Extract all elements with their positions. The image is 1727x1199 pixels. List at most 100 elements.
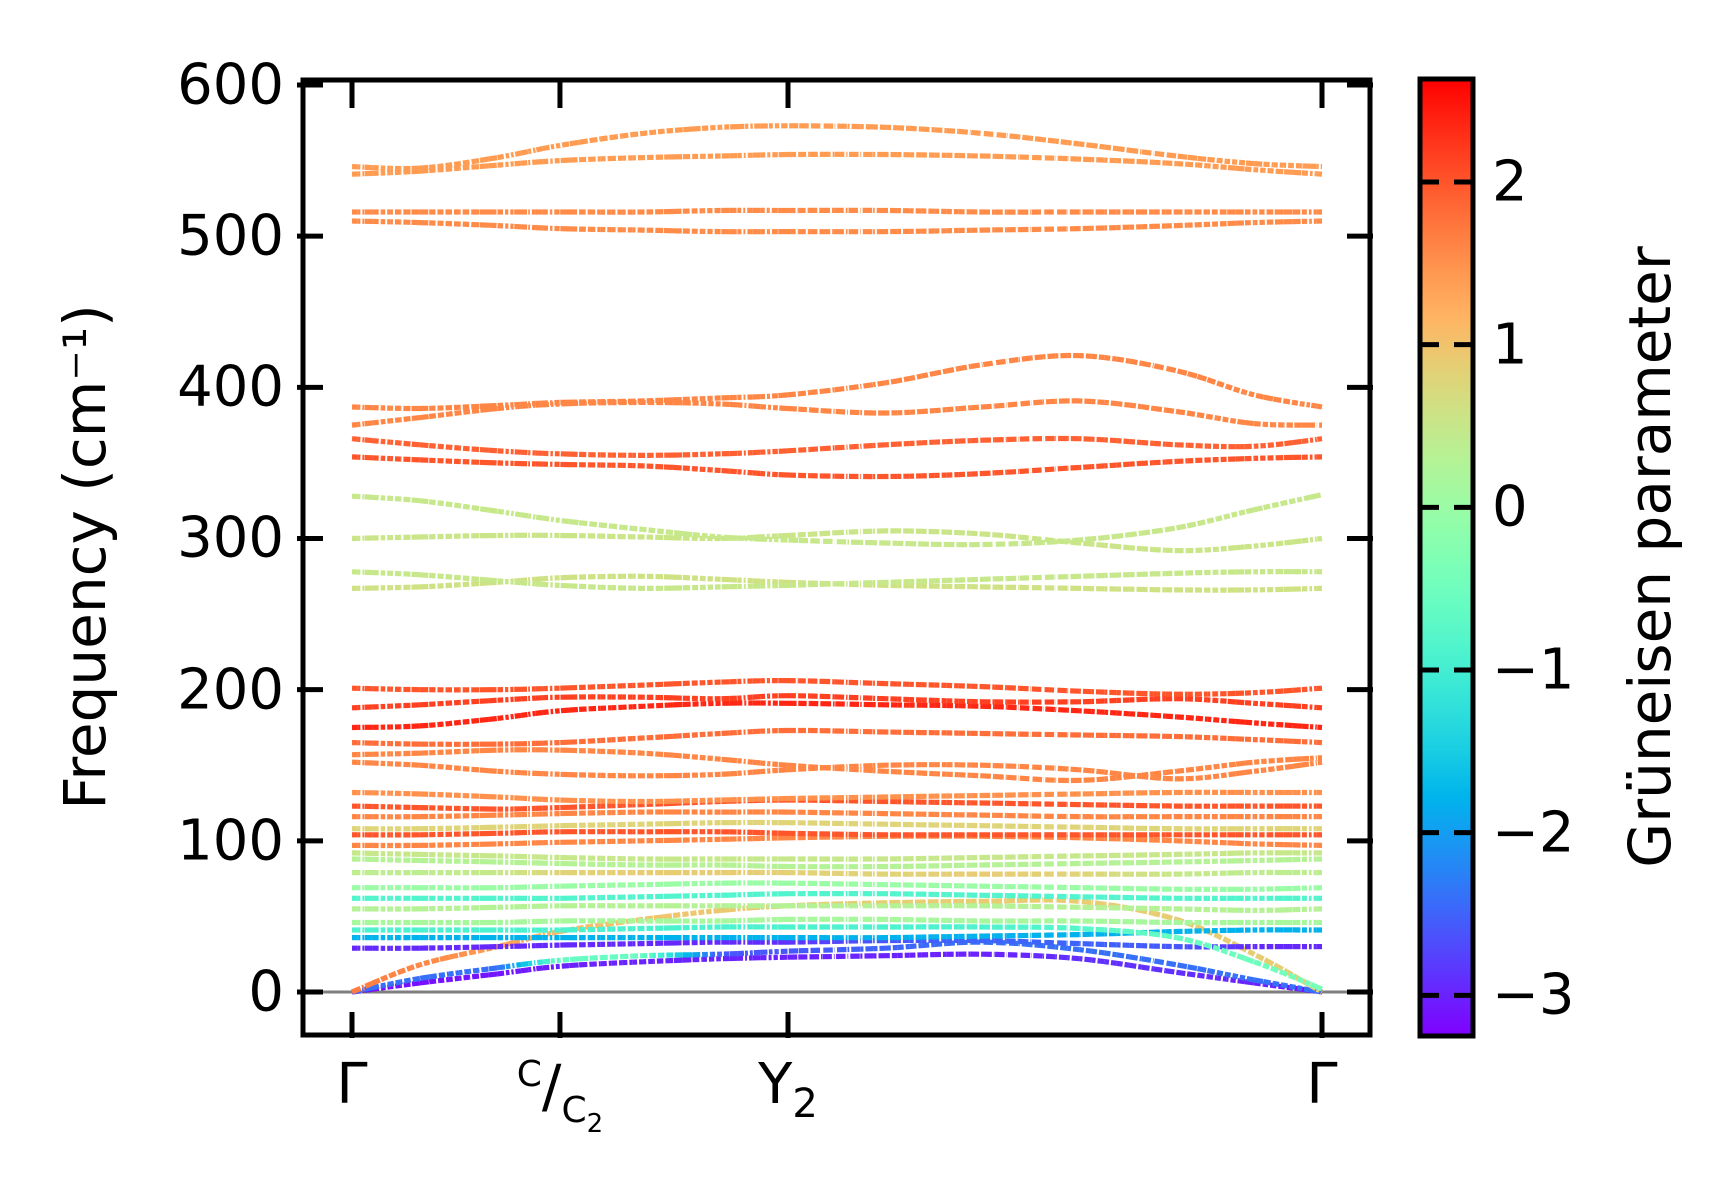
band-segment [1283,756,1294,763]
band-segment [1244,543,1255,550]
band-segment [933,407,947,414]
band-segment [550,963,560,970]
band-segment [527,710,536,717]
band-segment [729,729,738,736]
band-segment [1175,368,1188,376]
band-segment [1244,700,1255,706]
colorbar-layer [1417,76,1476,1039]
band-segment [1187,442,1198,449]
band-segment [513,150,522,158]
band-segment [621,704,633,710]
band-segment [1253,720,1264,727]
band-segment [468,504,480,512]
band-segment [787,532,799,539]
band-segment [448,161,460,168]
band-segment [1006,468,1020,475]
band-segment [1153,363,1166,371]
x-tick-label-part: Y [758,1052,793,1117]
band-segment [662,528,674,536]
phonon-band-4 [352,937,1322,951]
band-segment [1091,708,1105,715]
band-segment [1152,910,1166,919]
band-segment [1235,165,1246,172]
band-segment [933,368,947,377]
phonon-band-27 [351,568,1323,592]
band-segment [1116,543,1130,551]
band-segment [621,959,633,966]
band-segment [600,737,612,744]
band-segment [578,583,590,590]
band-segment [1116,146,1130,153]
band-segment [1283,169,1294,175]
band-segment [1042,706,1056,713]
band-segment [589,521,601,528]
band-segment [1116,928,1130,935]
band-segment [744,402,754,409]
band-segment [1116,710,1130,717]
band-segment [1079,956,1093,963]
band-segment [1244,166,1255,173]
band-segment [1091,698,1105,705]
band-segment [1116,960,1130,968]
band-segment [946,940,959,947]
band-segment [1235,699,1246,706]
band-segment [1216,717,1227,724]
band-segment [632,525,644,532]
axis-ticks-layer [297,82,1373,1038]
band-segment [958,530,971,536]
band-segment [356,436,365,443]
band-segment [1176,523,1188,531]
band-segment [428,163,440,170]
band-segment [600,522,612,529]
band-segment [1282,763,1294,771]
phonon-band-17 [351,809,1322,820]
band-segment [1197,765,1208,772]
band-segment [505,161,514,168]
band-segment [1309,536,1318,543]
band-segment [550,582,560,588]
band-segment [642,734,654,741]
band-segment [1263,394,1274,402]
band-segment [438,573,450,580]
band-segment [1091,948,1105,956]
band-segment [1186,937,1199,946]
band-segment [982,360,995,368]
band-segment [787,762,799,769]
band-segment [921,408,935,415]
band-segment [1141,711,1154,718]
band-segment [1244,979,1255,986]
band-segment [768,404,778,411]
band-segment [1206,413,1218,421]
band-segment [682,126,693,133]
band-segment [542,581,552,588]
band-segment [970,530,983,537]
band-segment [768,471,778,478]
band-segment [497,970,507,977]
band-segment [760,760,770,767]
band-segment [787,405,799,412]
band-segment [1316,403,1323,410]
band-segment [380,981,392,989]
band-segment [1079,353,1092,359]
band-segment [872,380,886,388]
phonon-band-16 [352,819,1322,832]
band-segment [559,707,570,714]
band-segment [1253,758,1264,765]
band-segment [1292,984,1303,992]
band-segment [946,771,959,778]
band-segment [729,770,738,777]
band-segment [505,578,514,585]
band-segment [1164,365,1178,374]
band-segment [1207,156,1218,163]
x-tick-label-part: 2 [792,1081,818,1127]
band-segment [1128,772,1142,780]
band-segment [672,530,684,537]
phonon-band-33 [351,352,1323,412]
band-segment [1263,442,1274,449]
band-segment [428,721,440,728]
band-segment [1186,154,1198,161]
band-segment [589,737,601,744]
band-segment [1292,399,1303,407]
